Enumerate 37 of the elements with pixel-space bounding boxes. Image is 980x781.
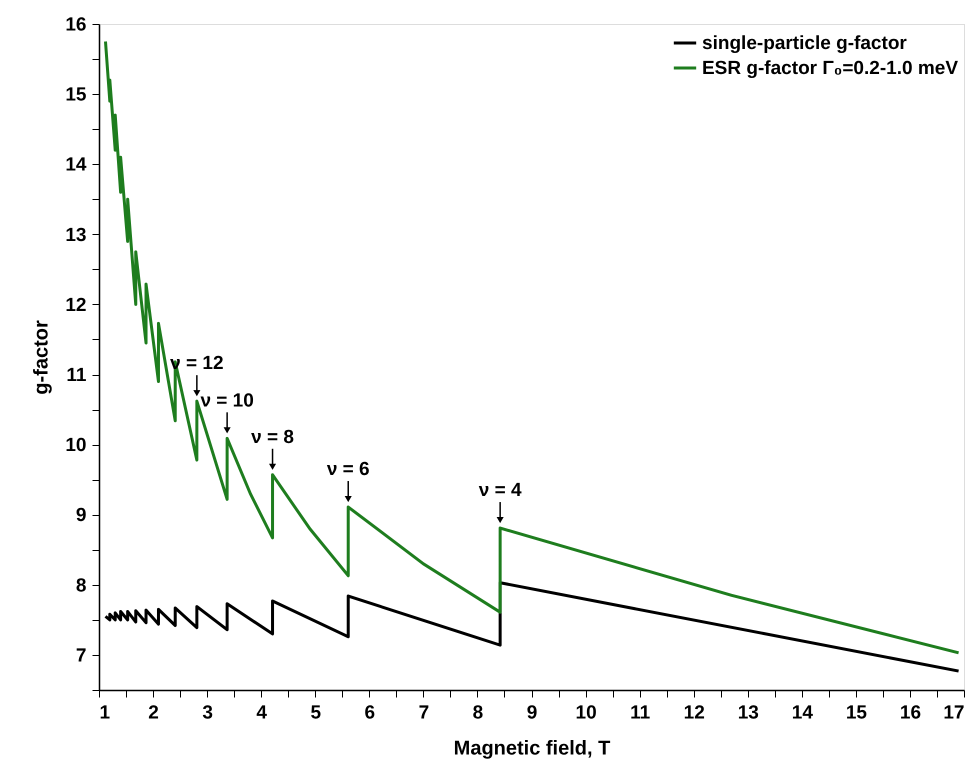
x-tick-label: 9	[526, 702, 538, 724]
x-tick-label: 1	[100, 702, 110, 724]
x-tick-label: 2	[148, 702, 159, 724]
annotation: ν = 8	[251, 426, 294, 448]
x-tick-label: 15	[846, 702, 868, 724]
line-series	[104, 581, 960, 673]
x-tick-label: 13	[738, 702, 759, 724]
annotation: ν = 10	[200, 390, 254, 412]
x-tick-label: 11	[630, 702, 651, 724]
annotation: ν = 4	[478, 480, 522, 502]
y-tick-label: 10	[65, 435, 86, 456]
x-tick-label: 3	[202, 702, 213, 724]
x-tick-label: 4	[256, 702, 268, 724]
x-tick-label: 5	[310, 702, 322, 724]
x-tick-label: 16	[900, 702, 922, 724]
legend-label: ESR g-factor Γ₀=0.2-1.0 meV	[702, 58, 958, 79]
x-tick-label: 17	[943, 702, 964, 724]
x-tick-label: 10	[575, 702, 597, 724]
y-tick-label: 14	[65, 154, 87, 176]
legend-label: single-particle g-factor	[702, 33, 908, 54]
annotation: ν = 12	[170, 353, 224, 374]
x-tick-label: 12	[684, 702, 705, 724]
y-tick-label: 11	[66, 365, 87, 386]
x-axis-title: Magnetic field, T	[454, 738, 610, 760]
y-tick-label: 12	[65, 294, 86, 316]
x-tick-label: 6	[364, 702, 376, 724]
x-tick-label: 14	[792, 702, 814, 724]
y-tick-label: 15	[65, 84, 87, 106]
y-tick-label: 13	[65, 224, 86, 246]
y-tick-label: 16	[65, 14, 86, 36]
x-tick-label: 8	[472, 702, 484, 724]
annotation: ν = 6	[326, 459, 370, 480]
y-tick-label: 7	[76, 645, 86, 666]
y-tick-label: 8	[76, 575, 86, 596]
x-tick-label: 7	[418, 702, 430, 724]
y-tick-label: 9	[76, 505, 86, 526]
y-axis-title: g-factor	[30, 320, 52, 395]
